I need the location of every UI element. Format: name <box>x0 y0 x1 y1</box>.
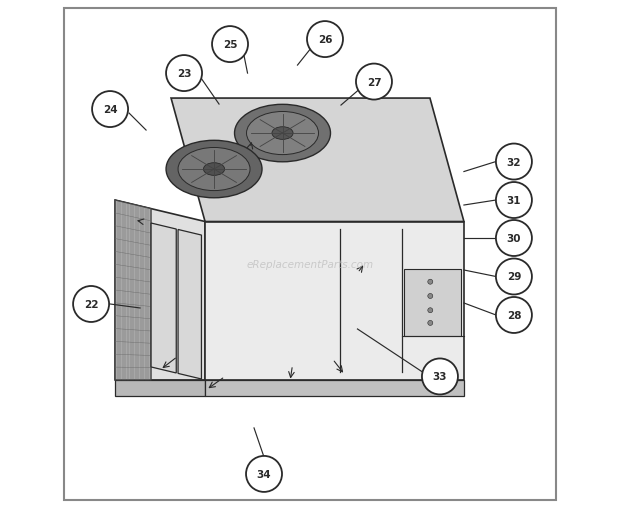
Text: 23: 23 <box>177 69 192 79</box>
Circle shape <box>496 220 532 257</box>
Polygon shape <box>171 99 464 222</box>
Ellipse shape <box>178 148 250 191</box>
Polygon shape <box>115 380 205 396</box>
Text: 33: 33 <box>433 372 447 382</box>
Ellipse shape <box>272 127 293 140</box>
Text: 22: 22 <box>84 299 99 309</box>
Ellipse shape <box>234 105 330 162</box>
Polygon shape <box>115 201 151 380</box>
Circle shape <box>356 65 392 100</box>
Ellipse shape <box>166 141 262 199</box>
Ellipse shape <box>203 163 224 176</box>
Circle shape <box>496 144 532 180</box>
Text: 28: 28 <box>507 310 521 320</box>
Circle shape <box>212 27 248 63</box>
Circle shape <box>246 456 282 492</box>
Circle shape <box>166 56 202 92</box>
Circle shape <box>496 259 532 295</box>
Circle shape <box>428 321 433 326</box>
Circle shape <box>496 183 532 218</box>
Circle shape <box>307 22 343 58</box>
Text: 26: 26 <box>317 35 332 45</box>
Polygon shape <box>205 380 464 396</box>
Circle shape <box>428 308 433 313</box>
Circle shape <box>73 287 109 322</box>
Circle shape <box>428 294 433 299</box>
Text: 24: 24 <box>103 105 117 115</box>
Ellipse shape <box>247 112 319 155</box>
Circle shape <box>496 297 532 333</box>
Text: 29: 29 <box>507 272 521 282</box>
Text: 25: 25 <box>223 40 237 50</box>
Text: 32: 32 <box>507 157 521 167</box>
Polygon shape <box>151 223 176 373</box>
Text: 30: 30 <box>507 234 521 243</box>
Text: 27: 27 <box>366 77 381 88</box>
Text: eReplacementParts.com: eReplacementParts.com <box>246 260 374 269</box>
Polygon shape <box>404 269 461 336</box>
Polygon shape <box>205 222 464 380</box>
Text: 34: 34 <box>257 469 272 479</box>
Polygon shape <box>178 230 202 379</box>
Circle shape <box>428 279 433 285</box>
Circle shape <box>92 92 128 128</box>
Circle shape <box>422 359 458 394</box>
Polygon shape <box>115 201 205 380</box>
Text: 31: 31 <box>507 195 521 206</box>
